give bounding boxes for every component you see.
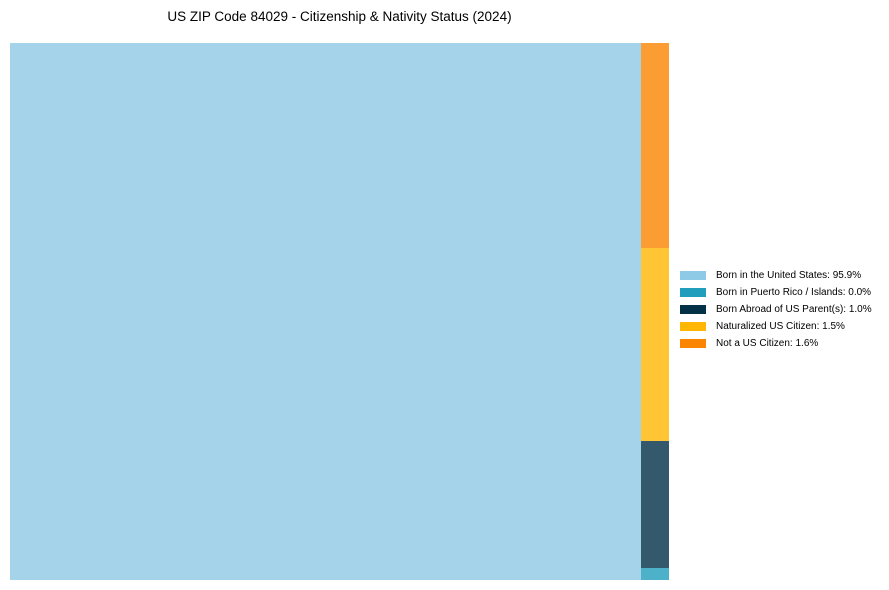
tile-born-in-us [10, 43, 641, 580]
tile-puerto-rico [641, 568, 669, 580]
legend-item-born-in-us: Born in the United States: 95.9% [680, 267, 872, 284]
legend-swatch [680, 322, 706, 331]
legend-item-born-abroad: Born Abroad of US Parent(s): 1.0% [680, 301, 872, 318]
legend-label: Born in the United States: 95.9% [716, 270, 862, 281]
legend-label: Naturalized US Citizen: 1.5% [716, 321, 845, 332]
legend-label: Born in Puerto Rico / Islands: 0.0% [716, 287, 872, 298]
legend-swatch [680, 288, 706, 297]
legend-swatch [680, 271, 706, 280]
legend-item-puerto-rico: Born in Puerto Rico / Islands: 0.0% [680, 284, 872, 301]
tile-not-us-citizen [641, 43, 669, 248]
tile-naturalized [641, 248, 669, 441]
legend-swatch [680, 339, 706, 348]
legend-label: Not a US Citizen: 1.6% [716, 338, 819, 349]
legend-label: Born Abroad of US Parent(s): 1.0% [716, 304, 872, 315]
legend: Born in the United States: 95.9% Born in… [680, 267, 872, 352]
legend-item-naturalized: Naturalized US Citizen: 1.5% [680, 318, 872, 335]
legend-item-not-citizen: Not a US Citizen: 1.6% [680, 335, 872, 352]
chart-title: US ZIP Code 84029 - Citizenship & Nativi… [167, 9, 512, 24]
tile-born-abroad [641, 441, 669, 568]
legend-swatch [680, 305, 706, 314]
